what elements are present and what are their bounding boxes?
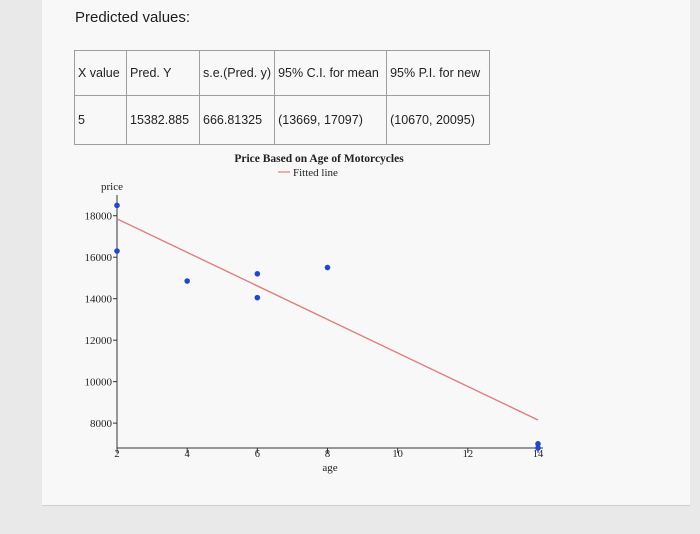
page: Predicted values: X value Pred. Y s.e.(P… [42,0,690,506]
data-point [535,445,541,451]
x-axis-label: age [322,462,337,474]
y-tick-label: 18000 [85,211,113,223]
section-title: Predicted values: [75,9,191,26]
data-point [114,248,120,254]
x-tick-label: 6 [255,449,260,460]
chart-title: Price Based on Age of Motorcycles [234,153,404,165]
table-header-row: X value Pred. Y s.e.(Pred. y) 95% C.I. f… [74,50,491,96]
data-point [535,441,541,447]
predicted-values-table: X value Pred. Y s.e.(Pred. y) 95% C.I. f… [74,50,491,145]
data-point [324,264,331,271]
data-point [184,278,190,284]
y-tick-label: 8000 [90,418,113,430]
cell-pred-y: 15382.885 [126,95,200,145]
legend-label: Fitted line [293,167,338,179]
cell-ci-mean: (13669, 17097) [274,95,388,145]
data-point [254,294,261,301]
data-point [114,202,120,209]
data-point [254,271,261,277]
fitted-line [116,218,539,421]
x-tick-label: 4 [185,449,191,460]
chart-legend: Fitted line [278,167,338,179]
cell-se-pred-y: 666.81325 [198,95,276,145]
cell-x-value: 5 [74,95,127,145]
plot-area: 8000 10000 12000 14000 16000 18000 2 4 6 8 10 12 14 [85,195,544,460]
x-tick-label: 12 [463,449,474,460]
x-tick-label: 10 [392,449,403,460]
header-ci-mean: 95% C.I. for mean [274,50,388,96]
x-tick-label: 14 [533,449,544,460]
y-tick-label: 12000 [85,335,113,347]
y-tick-label: 10000 [85,377,113,389]
y-tick-label: 16000 [85,252,113,264]
y-axis-label: price [101,181,123,193]
x-tick-label: 8 [325,449,330,460]
scatter-chart: Price Based on Age of Motorcycles Fitted… [85,153,545,474]
header-pi-new: 95% P.I. for new [386,50,491,96]
y-tick-label: 14000 [85,294,113,306]
x-tick-label: 2 [114,449,119,460]
cell-pi-new: (10670, 20095) [386,95,491,145]
table-row: 5 15382.885 666.81325 (13669, 17097) (10… [74,95,491,145]
